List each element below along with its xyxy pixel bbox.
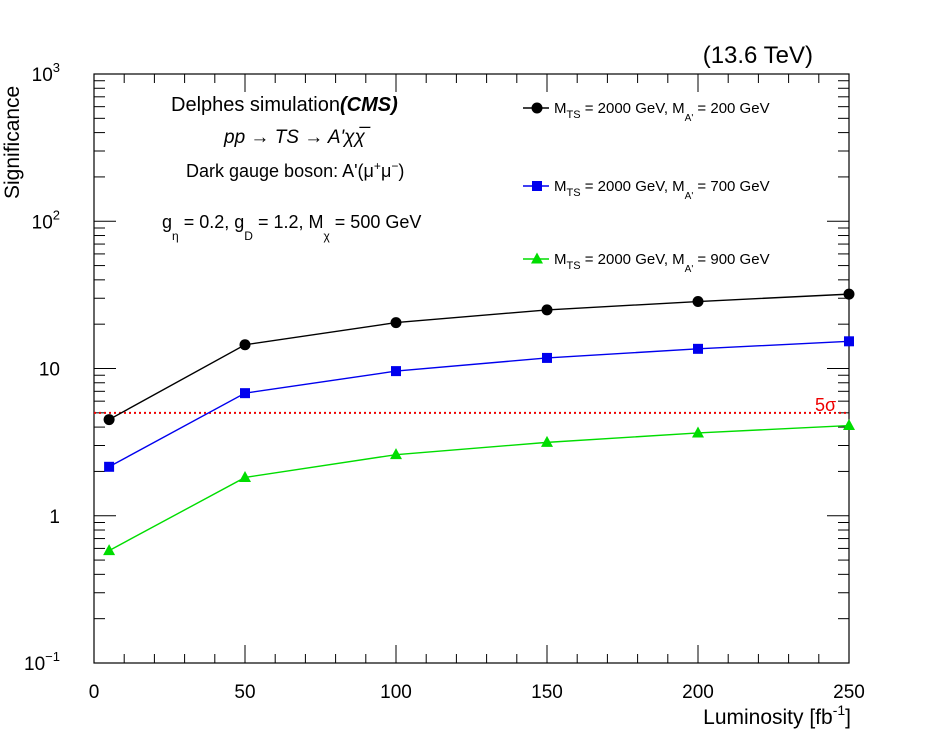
y-tick-label: 10−1 bbox=[24, 649, 60, 675]
y-tick-label: 10 bbox=[39, 360, 60, 381]
data-point bbox=[390, 448, 402, 460]
data-point bbox=[541, 435, 553, 447]
series-line bbox=[108, 340, 850, 468]
legend-marker bbox=[532, 181, 542, 191]
legend-entry-2: MTS = 2000 GeV, MA' = 700 GeV bbox=[523, 178, 770, 202]
legend-marker bbox=[531, 102, 543, 114]
y-axis-label: Significance bbox=[1, 86, 24, 199]
legend-entry-1: MTS = 2000 GeV, MA' = 200 GeV bbox=[523, 100, 770, 124]
x-tick-labels: 0 50 100 150 200 250 bbox=[89, 682, 865, 703]
data-point bbox=[843, 419, 855, 431]
series-2 bbox=[104, 336, 854, 472]
series-3 bbox=[103, 419, 855, 556]
simulation-label: Delphes simulation(CMS) bbox=[171, 94, 398, 116]
x-tick-label: 200 bbox=[682, 682, 714, 703]
series-layer bbox=[103, 288, 855, 556]
x-tick-label: 150 bbox=[531, 682, 563, 703]
data-point bbox=[541, 304, 553, 316]
energy-label: (13.6 TeV) bbox=[703, 42, 813, 69]
series-line bbox=[108, 424, 850, 552]
y-tick-label: 102 bbox=[32, 207, 60, 233]
legend: MTS = 2000 GeV, MA' = 200 GeV MTS = 2000 … bbox=[523, 100, 770, 275]
data-point bbox=[692, 296, 704, 308]
x-tick-label: 250 bbox=[833, 682, 865, 703]
series-line bbox=[108, 293, 850, 421]
x-tick-label: 100 bbox=[380, 682, 412, 703]
y-tick-labels: 10−1 1 10 102 103 bbox=[24, 60, 60, 675]
y-tick-label: 1 bbox=[49, 507, 60, 528]
plot-frame bbox=[93, 73, 850, 664]
process-label: pp → TS → A'χχ̅ bbox=[223, 127, 371, 148]
data-point bbox=[103, 414, 115, 426]
data-point bbox=[391, 366, 401, 377]
data-point bbox=[692, 426, 704, 438]
legend-label: MTS = 2000 GeV, MA' = 700 GeV bbox=[554, 178, 770, 202]
data-point bbox=[390, 317, 402, 329]
data-point bbox=[103, 544, 116, 556]
data-point bbox=[240, 388, 250, 399]
data-point bbox=[542, 352, 552, 363]
data-point bbox=[844, 336, 854, 347]
legend-marker bbox=[531, 252, 543, 264]
couplings-label: gη = 0.2, gD = 1.2, Mχ = 500 GeV bbox=[162, 212, 421, 243]
data-point bbox=[693, 343, 703, 354]
data-point bbox=[104, 461, 115, 472]
legend-entry-3: MTS = 2000 GeV, MA' = 900 GeV bbox=[523, 251, 770, 275]
x-tick-label: 50 bbox=[234, 682, 255, 703]
five-sigma-label: 5σ bbox=[815, 395, 836, 415]
legend-label: MTS = 2000 GeV, MA' = 900 GeV bbox=[554, 251, 770, 275]
x-axis-label: Luminosity [fb-1] bbox=[703, 702, 851, 729]
boson-label: Dark gauge boson: A'(μ+μ−) bbox=[186, 159, 404, 181]
legend-label: MTS = 2000 GeV, MA' = 200 GeV bbox=[554, 100, 770, 124]
minor-ticks bbox=[94, 74, 849, 663]
y-tick-label: 103 bbox=[32, 60, 60, 86]
data-point bbox=[239, 470, 251, 482]
series-1 bbox=[103, 288, 855, 426]
data-point bbox=[843, 288, 855, 300]
x-tick-label: 0 bbox=[89, 682, 100, 703]
data-point bbox=[239, 339, 251, 351]
